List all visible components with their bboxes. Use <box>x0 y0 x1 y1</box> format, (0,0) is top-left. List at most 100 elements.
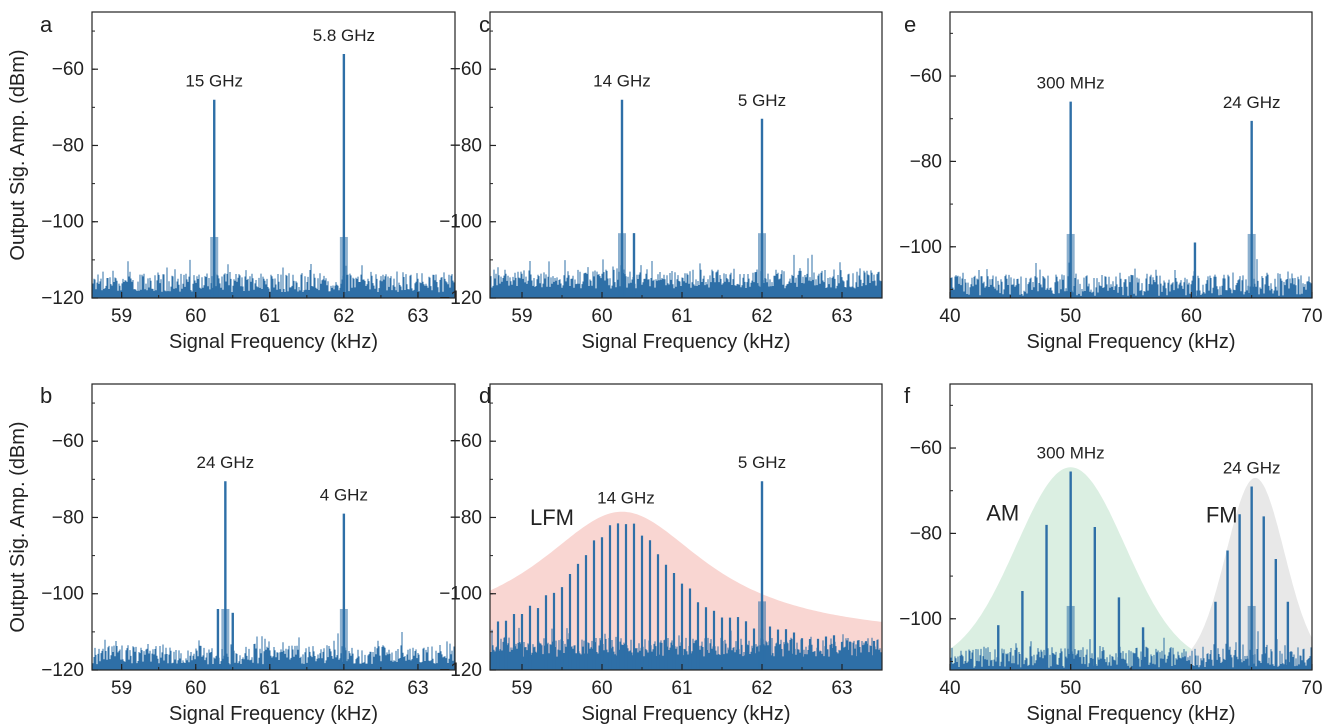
y-tick-label: −120 <box>41 660 84 681</box>
peak-pedestal-0 <box>618 233 626 298</box>
x-tick-label: 62 <box>751 306 772 327</box>
envelope-shade-0 <box>490 511 882 670</box>
x-tick-label: 60 <box>591 678 612 699</box>
y-tick-label: −120 <box>439 288 482 309</box>
peak-label: 15 GHz <box>185 72 243 91</box>
x-tick-label: 61 <box>671 678 692 699</box>
x-axis-title: Signal Frequency (kHz) <box>169 703 378 724</box>
y-tick-label: −60 <box>52 59 84 80</box>
plot-area <box>950 101 1312 298</box>
x-tick-label: 62 <box>333 306 354 327</box>
x-axis-title: Signal Frequency (kHz) <box>582 331 791 353</box>
y-tick-label: −100 <box>41 212 84 233</box>
x-tick-label: 63 <box>831 306 852 327</box>
peak-label: 14 GHz <box>593 72 651 91</box>
y-tick-label: −80 <box>450 507 482 528</box>
x-tick-label: 61 <box>259 306 280 327</box>
region-label-lfm: LFM <box>530 505 574 530</box>
peak-pedestal-0 <box>1066 233 1075 298</box>
y-axis-title: Output Sig. Amp. (dBm) <box>7 49 29 260</box>
region-label-fm: FM <box>1206 503 1238 528</box>
x-axis-title: Signal Frequency (kHz) <box>1027 703 1236 724</box>
panel-e: 40 50 60 70 −100 −80 −60 Signal Frequency (kHz)… <box>899 11 1323 353</box>
panel-letter: f <box>904 383 911 408</box>
axes-frame <box>91 11 456 299</box>
panel-b: 59 60 61 62 63 −120 −100 −80 −60 Signal Frequency… <box>7 383 456 724</box>
peak-pedestal-0 <box>1066 605 1075 670</box>
peak-label: 300 MHz <box>1037 444 1105 463</box>
x-tick-label: 62 <box>751 678 772 699</box>
x-tick-label: 60 <box>1181 306 1202 327</box>
envelope-shade-1 <box>1177 477 1312 670</box>
y-tick-label: −60 <box>52 431 84 452</box>
y-tick-label: −120 <box>41 288 84 309</box>
y-tick-label: −80 <box>52 507 84 528</box>
x-tick-label: 60 <box>185 306 206 327</box>
x-axis-title: Signal Frequency (kHz) <box>582 703 791 724</box>
y-tick-label: −80 <box>910 151 942 172</box>
x-tick-label: 60 <box>591 306 612 327</box>
y-tick-label: −100 <box>439 584 482 605</box>
y-tick-label: −80 <box>450 135 482 156</box>
y-tick-label: −120 <box>439 660 482 681</box>
noise-floor-trace <box>490 254 882 298</box>
x-tick-label: 60 <box>185 678 206 699</box>
plot-area <box>490 481 882 670</box>
peak-pedestal-1 <box>758 233 766 298</box>
y-tick-label: −100 <box>899 609 942 630</box>
x-tick-label: 63 <box>831 678 852 699</box>
peak-label: 5.8 GHz <box>313 26 375 45</box>
plot-area <box>92 481 455 670</box>
panel-letter: c <box>479 12 490 37</box>
plot-area <box>950 467 1312 670</box>
x-tick-label: 61 <box>671 306 692 327</box>
peak-pedestal-7 <box>1247 605 1256 670</box>
peak-label: 300 MHz <box>1037 74 1105 93</box>
y-tick-label: −60 <box>910 438 942 459</box>
y-tick-label: −60 <box>450 431 482 452</box>
x-tick-label: 40 <box>939 306 960 327</box>
peak-label: 4 GHz <box>320 486 368 505</box>
comb-label: 14 GHz <box>597 488 655 507</box>
plot-area <box>92 53 455 298</box>
x-tick-label: 59 <box>511 306 532 327</box>
axes-frame <box>949 11 1313 299</box>
noise-floor-trace <box>950 259 1312 298</box>
peak-label: 5 GHz <box>738 91 786 110</box>
panel-letter: d <box>479 383 491 408</box>
y-tick-label: −80 <box>52 135 84 156</box>
panel-letter: e <box>904 12 916 37</box>
x-tick-label: 60 <box>1181 678 1202 699</box>
y-tick-label: −60 <box>910 66 942 87</box>
x-tick-label: 62 <box>333 678 354 699</box>
x-tick-label: 70 <box>1301 678 1322 699</box>
x-axis-title: Signal Frequency (kHz) <box>1027 331 1236 353</box>
x-tick-label: 59 <box>511 678 532 699</box>
x-tick-label: 61 <box>259 678 280 699</box>
region-label-am: AM <box>986 501 1019 526</box>
y-tick-label: −100 <box>439 212 482 233</box>
x-tick-label: 63 <box>407 306 428 327</box>
noise-floor-trace <box>92 259 455 298</box>
panel-d: 59 60 61 62 63 −120 −100 −80 −60 Signal Frequency… <box>439 383 883 724</box>
axes-frame <box>489 11 883 299</box>
x-axis-title: Signal Frequency (kHz) <box>169 331 378 353</box>
y-tick-label: −80 <box>910 523 942 544</box>
panel-letter: b <box>40 383 52 408</box>
x-tick-label: 40 <box>939 678 960 699</box>
x-tick-label: 50 <box>1060 678 1081 699</box>
peak-label: 5 GHz <box>738 453 786 472</box>
panel-f: 40 50 60 70 −100 −80 −60 Signal Frequency (kHz)… <box>899 383 1322 724</box>
panel-letter: a <box>40 12 53 37</box>
x-tick-label: 63 <box>407 678 428 699</box>
y-tick-label: −100 <box>899 237 942 258</box>
y-tick-label: −100 <box>41 584 84 605</box>
panel-a: 59 60 61 62 63 −120 −100 −80 −60 Signal Frequency… <box>7 11 456 353</box>
peak-pedestal-1 <box>1247 233 1256 298</box>
peak-pedestal-1 <box>339 608 348 670</box>
y-axis-title: Output Sig. Amp. (dBm) <box>7 421 29 632</box>
peak-label: 24 GHz <box>1223 458 1281 477</box>
x-tick-label: 59 <box>111 678 132 699</box>
noise-floor-trace <box>92 632 455 670</box>
